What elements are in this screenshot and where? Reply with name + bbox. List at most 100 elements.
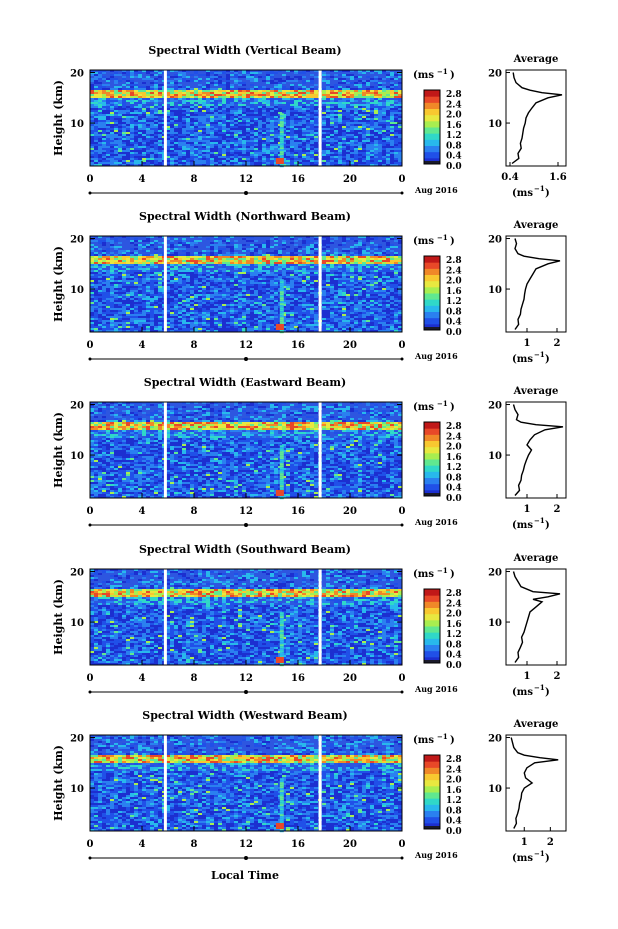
heatmap-cell (130, 314, 134, 316)
heatmap-cell (218, 80, 222, 82)
heatmap-cell (350, 158, 354, 160)
heatmap-cell (294, 146, 298, 148)
heatmap-cell (198, 298, 202, 300)
heatmap-cell (106, 126, 110, 128)
heatmap-cell (126, 288, 130, 290)
heatmap-cell (110, 324, 114, 326)
heatmap-cell (110, 156, 114, 158)
heatmap-cell (210, 330, 214, 332)
heatmap-cell (178, 256, 182, 258)
heatmap-cell (102, 262, 106, 264)
heatmap-cell (242, 158, 246, 160)
heatmap-cell (302, 136, 306, 138)
heatmap-cell (166, 148, 170, 150)
heatmap-cell (210, 82, 214, 84)
heatmap-cell (138, 316, 142, 318)
heatmap-cell (102, 276, 106, 278)
heatmap-cell (226, 296, 230, 298)
heatmap-cell (178, 102, 182, 104)
heatmap-cell (350, 98, 354, 100)
heatmap-cell (98, 76, 102, 78)
heatmap-cell (142, 280, 146, 282)
heatmap-cell (94, 302, 98, 304)
heatmap-cell (230, 246, 234, 248)
heatmap-cell (190, 288, 194, 290)
colorbar-tick-label: 1.2 (446, 131, 462, 141)
heatmap-cell (174, 140, 178, 142)
heatmap-cell (98, 130, 102, 132)
heatmap-cell (102, 140, 106, 142)
heatmap-cell (178, 286, 182, 288)
heatmap-cell (274, 116, 278, 118)
heatmap-cell (310, 118, 314, 120)
heatmap-cell (110, 314, 114, 316)
heatmap-cell (370, 158, 374, 160)
heatmap-cell (290, 128, 294, 130)
heatmap-cell (302, 148, 306, 150)
heatmap-cell (274, 134, 278, 136)
heatmap-cell (138, 92, 142, 94)
heatmap-cell (202, 262, 206, 264)
heatmap-cell (110, 236, 114, 238)
heatmap-cell (90, 292, 94, 294)
heatmap-cell (258, 72, 262, 74)
heatmap-cell (190, 312, 194, 314)
heatmap-cell (306, 90, 310, 92)
heatmap-cell (350, 78, 354, 80)
heatmap-cell (322, 96, 326, 98)
heatmap-cell (234, 74, 238, 76)
heatmap-cell (354, 114, 358, 116)
heatmap-cell (146, 130, 150, 132)
heatmap-cell (226, 256, 230, 258)
heatmap-cell (150, 88, 154, 90)
heatmap-cell (154, 284, 158, 286)
heatmap-cell (258, 116, 262, 118)
heatmap-cell (262, 148, 266, 150)
heatmap-cell (134, 294, 138, 296)
heatmap-cell (114, 276, 118, 278)
heatmap-cell (386, 96, 390, 98)
heatmap-cell (322, 102, 326, 104)
heatmap-cell (138, 246, 142, 248)
heatmap-cell (310, 122, 314, 124)
heatmap-cell (386, 112, 390, 114)
heatmap-cell (166, 142, 170, 144)
heatmap-cell (178, 320, 182, 322)
heatmap-cell (238, 88, 242, 90)
heatmap-cell (142, 272, 146, 274)
heatmap-cell (246, 164, 250, 166)
heatmap-cell (94, 144, 98, 146)
heatmap-cell (374, 120, 378, 122)
heatmap-cell (206, 254, 210, 256)
heatmap-cell (154, 320, 158, 322)
heatmap-cell (134, 152, 138, 154)
heatmap-cell (174, 106, 178, 108)
heatmap-cell (350, 110, 354, 112)
heatmap-cell (390, 138, 394, 140)
heatmap-cell (230, 272, 234, 274)
heatmap-cell (98, 288, 102, 290)
heatmap-cell (130, 124, 134, 126)
heatmap-cell (118, 268, 122, 270)
heatmap-cell (234, 156, 238, 158)
heatmap-cell (279, 125, 284, 128)
heatmap-cell (306, 70, 310, 72)
heatmap-cell (210, 78, 214, 80)
heatmap-cell (338, 78, 342, 80)
heatmap-cell (294, 164, 298, 166)
heatmap-cell (234, 120, 238, 122)
heatmap-cell (178, 318, 182, 320)
heatmap-cell (346, 118, 350, 120)
heatmap-cell (390, 74, 394, 76)
colorbar-tick-label: 1.6 (446, 121, 462, 131)
heatmap-cell (386, 88, 390, 90)
heatmap-cell (338, 134, 342, 136)
heatmap-cell (218, 92, 222, 94)
heatmap-cell (182, 330, 186, 332)
heatmap-cell (262, 142, 266, 144)
heatmap-cell (142, 110, 146, 112)
heatmap-cell (226, 282, 230, 284)
heatmap-cell (294, 110, 298, 112)
heatmap-cell (286, 118, 290, 120)
heatmap-cell (214, 70, 218, 72)
